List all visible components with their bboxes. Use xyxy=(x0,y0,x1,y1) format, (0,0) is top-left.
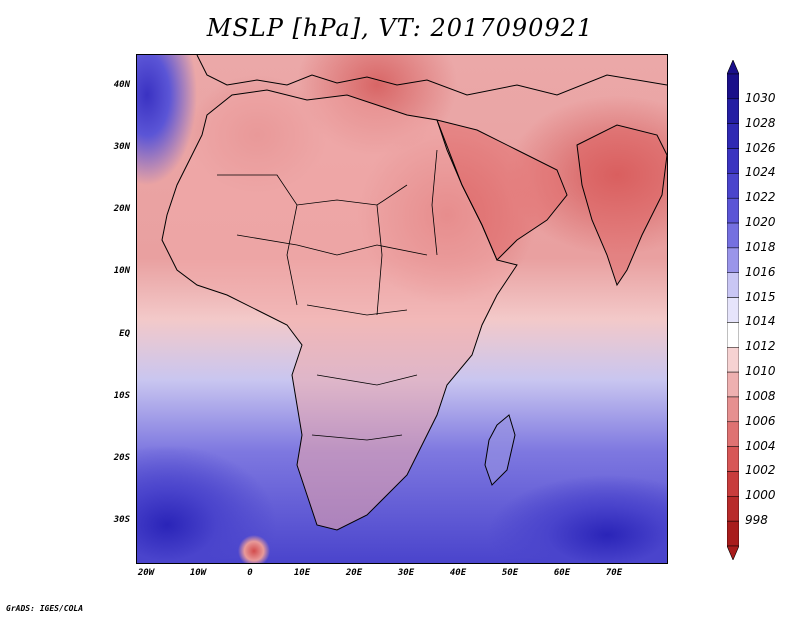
lon-tick-20w: 20W xyxy=(137,568,155,578)
colorbar-segment xyxy=(727,496,739,522)
colorbar-segment xyxy=(727,471,739,497)
colorbar-segment xyxy=(727,272,739,298)
lon-tick-60e: 60E xyxy=(553,568,571,578)
lat-tick-10n: 10N xyxy=(113,266,130,276)
colorbar-level-label: 1018 xyxy=(745,239,776,254)
colorbar-level-label: 1000 xyxy=(745,488,776,503)
lon-tick-40e: 40E xyxy=(449,568,467,578)
colorbar-level-label: 1016 xyxy=(745,264,776,279)
colorbar-level-label: 1015 xyxy=(745,289,776,304)
lon-tick-70e: 70E xyxy=(605,568,623,578)
lat-tick-40n: 40N xyxy=(113,80,130,90)
colorbar-segment xyxy=(727,446,739,472)
colorbar-segment xyxy=(727,396,739,423)
lon-tick-50e: 50E xyxy=(501,568,519,578)
colorbar-segment xyxy=(727,297,739,323)
colorbar-level-label: 1020 xyxy=(745,215,776,230)
map-title: MSLP [hPa], VT: 2017090921 xyxy=(206,14,594,42)
lat-tick-20n: 20N xyxy=(113,204,130,214)
colorbar-level-label: 1014 xyxy=(745,314,776,329)
lat-tick-eq: EQ xyxy=(119,329,130,339)
colorbar-segment xyxy=(727,123,739,149)
lat-tick-10s: 10S xyxy=(113,391,130,401)
arabia-coastline xyxy=(436,119,568,261)
colorbar-level-label: 1010 xyxy=(745,364,776,379)
lat-tick-30s: 30S xyxy=(113,515,130,525)
coastline-overlay xyxy=(161,55,667,531)
colorbar-level-label: 1028 xyxy=(745,115,776,130)
grads-credit: GrADS: IGES/COLA xyxy=(6,604,84,613)
africa-coastline xyxy=(161,89,518,531)
colorbar-segment xyxy=(727,371,739,398)
colorbar-level-label: 1002 xyxy=(745,463,776,478)
lon-tick-20e: 20E xyxy=(345,568,363,578)
colorbar-level-label: 1008 xyxy=(745,388,776,403)
colorbar-segment xyxy=(727,421,739,447)
colorbar-segment xyxy=(727,347,739,373)
lon-tick-10w: 10W xyxy=(189,568,207,578)
india-coastline xyxy=(576,124,667,287)
colorbar-segment xyxy=(727,148,739,174)
colorbar-level-label: 1022 xyxy=(745,190,776,205)
lon-tick-0: 0 xyxy=(247,568,253,578)
pressure-map xyxy=(136,54,668,564)
colorbar-segment xyxy=(727,73,739,100)
lon-tick-30e: 30E xyxy=(397,568,415,578)
colorbar-segment xyxy=(727,247,739,273)
lat-tick-20s: 20S xyxy=(113,453,130,463)
colorbar-level-label: 1030 xyxy=(745,90,776,105)
madagascar-coastline xyxy=(484,414,516,486)
colorbar-segment xyxy=(727,98,739,124)
pressure-colorbar xyxy=(727,60,739,560)
colorbar-level-label: 1026 xyxy=(745,140,776,155)
colorbar-segment xyxy=(727,173,739,199)
colorbar-segment xyxy=(727,322,739,348)
colorbar-level-label: 1012 xyxy=(745,339,776,354)
colorbar-segment xyxy=(727,222,739,249)
colorbar-max-arrow xyxy=(727,60,739,75)
colorbar-level-label: 1004 xyxy=(745,438,776,453)
lon-tick-10e: 10E xyxy=(293,568,311,578)
colorbar-segment xyxy=(727,197,739,224)
country-borders xyxy=(217,149,438,441)
colorbar-level-label: 998 xyxy=(745,513,768,528)
europe-coastline xyxy=(196,55,667,96)
colorbar-segment xyxy=(727,520,739,547)
colorbar-min-arrow xyxy=(727,545,739,560)
colorbar-level-label: 1024 xyxy=(745,165,776,180)
lat-tick-30n: 30N xyxy=(113,142,130,152)
colorbar-level-label: 1006 xyxy=(745,413,776,428)
